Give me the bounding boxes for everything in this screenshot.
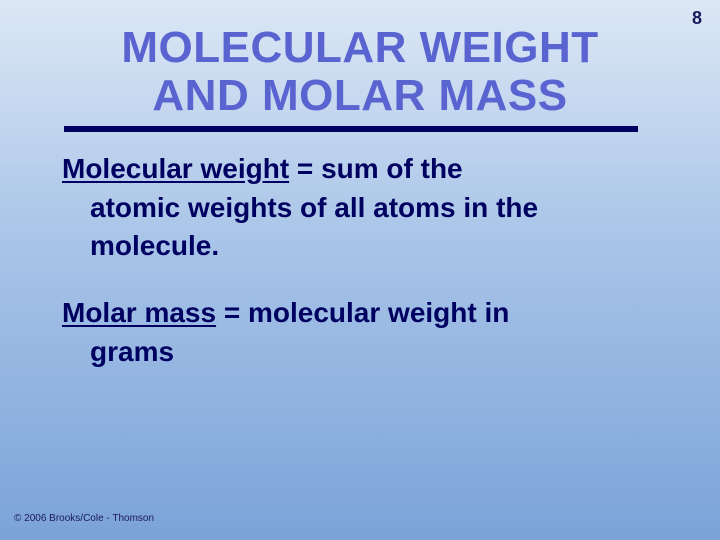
slide-title: MOLECULAR WEIGHT AND MOLAR MASS	[100, 24, 620, 119]
page-number: 8	[692, 8, 702, 29]
definition-1: Molecular weight = sum of the atomic wei…	[62, 150, 662, 266]
def-2-cont: grams	[62, 333, 662, 372]
copyright: © 2006 Brooks/Cole - Thomson	[14, 513, 154, 524]
term-2: Molar mass	[62, 297, 216, 328]
title-line-1: MOLECULAR WEIGHT	[121, 23, 598, 72]
def-2-first: = molecular weight in	[216, 297, 509, 328]
term-1: Molecular weight	[62, 153, 289, 184]
def-1-cont: atomic weights of all atoms in the molec…	[62, 189, 662, 266]
slide-body: Molecular weight = sum of the atomic wei…	[62, 150, 662, 399]
title-line-2: AND MOLAR MASS	[152, 71, 567, 120]
definition-2: Molar mass = molecular weight in grams	[62, 294, 662, 371]
title-underline	[64, 126, 638, 132]
slide: 8 MOLECULAR WEIGHT AND MOLAR MASS Molecu…	[0, 0, 720, 540]
def-1-first: = sum of the	[289, 153, 462, 184]
